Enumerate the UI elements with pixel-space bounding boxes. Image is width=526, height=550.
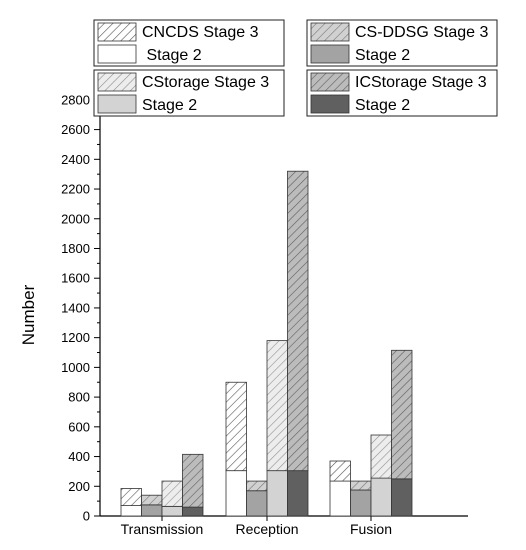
bar-hatch [225,381,247,472]
y-tick-label: 2400 [61,152,90,167]
legend-label-stage2: Stage 2 [142,97,197,114]
legend-label-stage3: ICStorage Stage 3 [355,74,487,91]
bar-cs-ddsg-stage2 [246,490,268,517]
x-tick-label: Fusion [350,521,392,537]
legend-swatch-stage3 [310,22,350,42]
bar-cstorage-stage2 [370,477,392,517]
bar-hatch [370,434,392,479]
bar-icstorage-stage3 [391,349,413,480]
bar-hatch [287,170,309,472]
bar-hatch [141,494,163,506]
legend-label-stage3: CNCDS Stage 3 [142,24,259,41]
y-tick-label: 0 [83,509,90,524]
y-tick-label: 600 [68,419,90,434]
bar-hatch [391,349,413,480]
y-tick-label: 400 [68,449,90,464]
bars [120,170,413,517]
bar-icstorage-stage2 [391,478,413,517]
bar-cs-ddsg-stage3 [350,480,372,491]
bar-hatch [350,480,372,491]
bar-hatch [246,480,268,492]
axes: 0 200 400 600 800 1000 1200 1400 1600 1800 2000 220… [61,85,468,537]
bar-hatch [329,460,351,482]
legend-swatch-stage3 [310,72,350,92]
legend-label-stage2: Stage 2 [355,97,410,114]
legend-swatch-stage2 [97,94,137,114]
legend-swatch-stage3 [97,22,137,42]
y-tick-label: 2200 [61,182,90,197]
bar-cstorage-stage3 [370,434,392,479]
bar-cs-ddsg-stage3 [141,494,163,506]
bar-cncds-stage3 [329,460,351,482]
y-tick-label: 2000 [61,211,90,226]
legend-label-stage2: Stage 2 [355,47,410,64]
bar-cstorage-stage3 [266,340,288,472]
bar-cs-ddsg-stage3 [246,480,268,492]
bar-cncds-stage2 [225,470,247,517]
bar-icstorage-stage2 [287,470,309,517]
bar-cncds-stage3 [225,381,247,472]
legend-swatch-stage2 [97,44,137,64]
x-tick-label: Transmission [121,521,204,537]
bar-icstorage-stage3 [182,453,204,508]
bar-icstorage-stage2 [182,506,204,517]
y-tick-label: 2800 [61,92,90,107]
legend-label-stage2: Stage 2 [142,47,202,64]
bar-hatch [120,488,142,506]
bar-hatch [161,480,183,507]
legend-swatch-stage2 [310,94,350,114]
legend-entry-cncds: CNCDS Stage 3 Stage 2 [93,19,285,67]
y-tick-label: 1400 [61,300,90,315]
y-tick-label: 1000 [61,360,90,375]
bar-cstorage-stage2 [161,505,183,517]
y-tick-label: 2600 [61,122,90,137]
bar-icstorage-stage3 [287,170,309,472]
x-tick-label: Reception [235,521,298,537]
legend-entry-cs-ddsg: CS-DDSG Stage 3 Stage 2 [306,19,498,67]
bar-hatch [266,340,288,472]
bar-hatch [182,453,204,508]
legend-label-stage3: CStorage Stage 3 [142,74,269,91]
bar-cncds-stage2 [120,505,142,517]
legend-entry-icstorage: ICStorage Stage 3 Stage 2 [306,69,498,117]
legend-swatch-stage2 [310,44,350,64]
bar-cncds-stage3 [120,488,142,506]
legend-label-stage3: CS-DDSG Stage 3 [355,24,488,41]
bar-cs-ddsg-stage2 [350,489,372,517]
legend-entry-cstorage: CStorage Stage 3 Stage 2 [93,69,285,117]
y-tick-label: 800 [68,390,90,405]
y-axis-title: Number [19,284,38,345]
bar-cncds-stage2 [329,480,351,517]
y-tick-label: 1600 [61,271,90,286]
legend-swatch-stage3 [97,72,137,92]
y-tick-label: 1200 [61,330,90,345]
bar-cstorage-stage3 [161,480,183,507]
legend: CNCDS Stage 3 Stage 2 CS-DDSG Stage 3 Stag… [93,19,498,117]
bar-cstorage-stage2 [266,470,288,517]
y-tick-label: 200 [68,479,90,494]
bar-cs-ddsg-stage2 [141,504,163,517]
y-tick-label: 1800 [61,241,90,256]
